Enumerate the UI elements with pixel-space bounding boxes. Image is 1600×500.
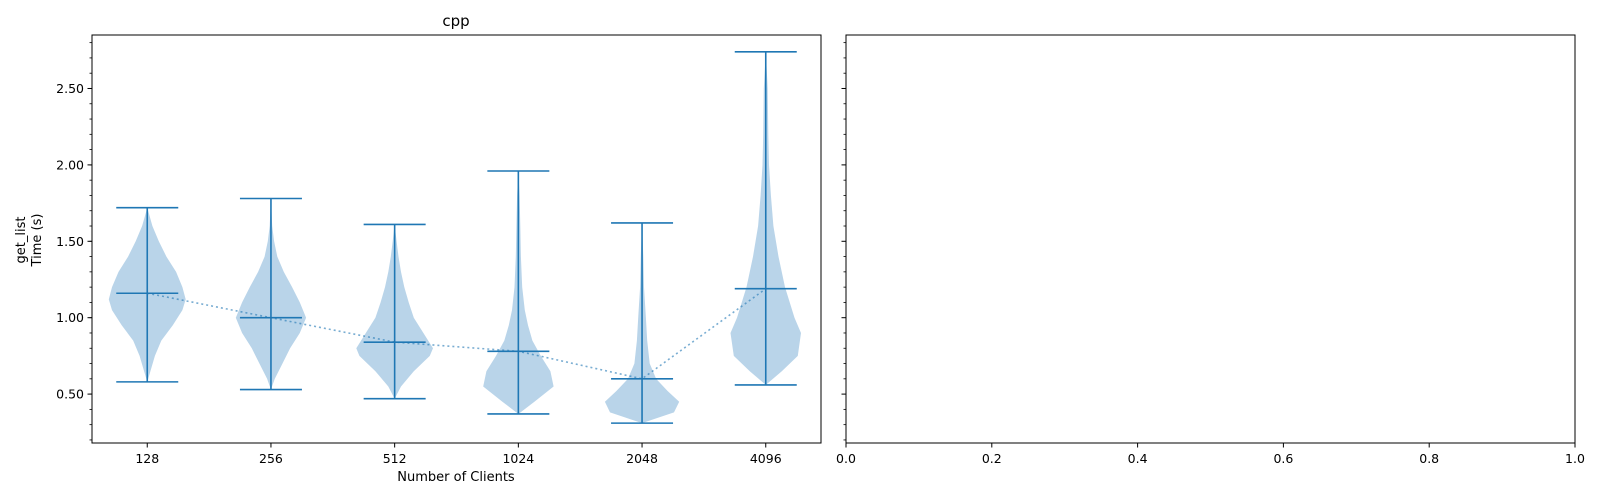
y-axis-ticks: 0.50 1.00 1.50 2.00 2.50 — [56, 42, 92, 441]
right-x-tick-label: 0.4 — [1128, 451, 1148, 466]
x-tick-label: 128 — [135, 451, 159, 466]
y-axis-label-line2: Time (s) — [30, 214, 45, 268]
x-tick-label: 512 — [383, 451, 407, 466]
mean-trend-line — [147, 288, 767, 380]
x-tick-label: 256 — [259, 451, 283, 466]
x-tick-label: 1024 — [502, 451, 534, 466]
violins-layer — [108, 51, 801, 424]
x-tick-label: 4096 — [750, 451, 782, 466]
violin-stats-layer — [116, 51, 797, 424]
right-x-tick-label: 1.0 — [1565, 451, 1585, 466]
x-axis-label: Number of Clients — [397, 470, 515, 485]
right-x-axis-ticks: 0.0 0.2 0.4 0.6 0.8 1.0 — [836, 443, 1585, 466]
y-axis-label-line1: get_list — [14, 217, 29, 264]
y-tick-label: 2.50 — [56, 81, 84, 96]
right-x-tick-label: 0.6 — [1273, 451, 1293, 466]
x-axis-ticks: 128 256 512 1024 2048 4096 — [135, 443, 782, 466]
left-axes: cpp 0.50 1.00 1.50 2.00 2.50 128 256 512 1024 20… — [14, 12, 822, 485]
right-plot-frame — [845, 34, 1576, 444]
y-tick-label: 1.50 — [56, 234, 84, 249]
right-x-tick-label: 0.0 — [836, 451, 856, 466]
y-tick-label: 2.00 — [56, 157, 84, 172]
right-y-axis-ticks — [841, 42, 846, 441]
right-x-tick-label: 0.2 — [982, 451, 1002, 466]
right-axes: 0.0 0.2 0.4 0.6 0.8 1.0 — [836, 34, 1585, 466]
x-tick-label: 2048 — [626, 451, 658, 466]
chart-title: cpp — [442, 12, 469, 30]
y-tick-label: 1.00 — [56, 310, 84, 325]
left-plot-frame — [91, 34, 822, 444]
y-tick-label: 0.50 — [56, 387, 84, 402]
right-x-tick-label: 0.8 — [1419, 451, 1439, 466]
